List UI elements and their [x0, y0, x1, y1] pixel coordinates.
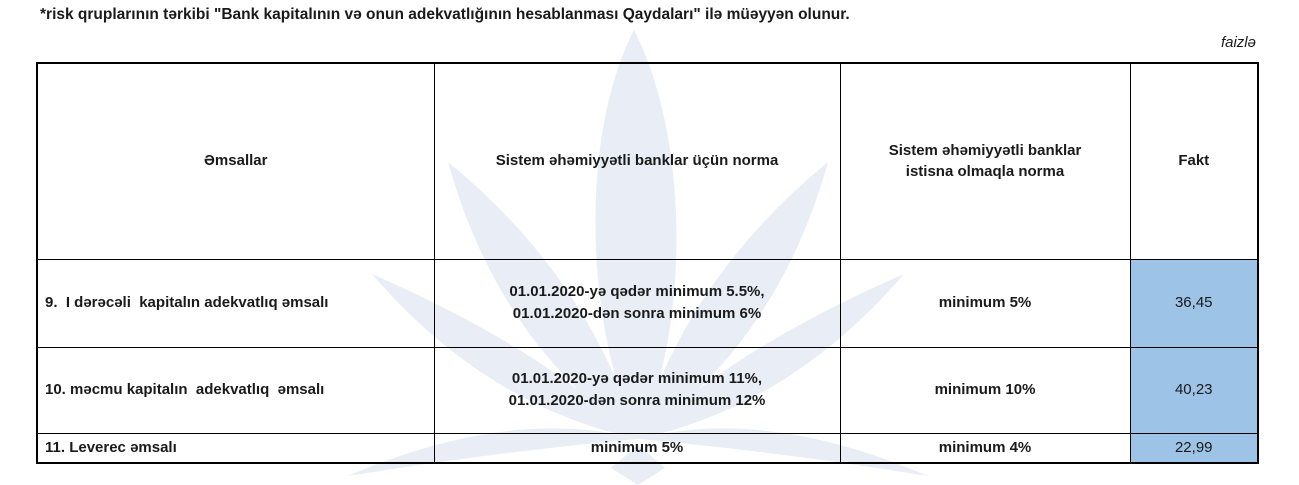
table-row-tier1-capital: 9. I dərəcəli kapitalın adekvatlıq əmsal… — [36, 258, 1259, 348]
non-sib-norm-cell: minimum 5% — [839, 258, 1131, 348]
sib-norm-cell: 01.01.2020-yə qədər minimum 11%, 01.01.2… — [433, 346, 841, 434]
unit-label: faizlə — [1220, 34, 1256, 51]
fact-value-cell: 36,45 — [1129, 258, 1259, 348]
non-sib-norm-cell: minimum 4% — [839, 432, 1131, 464]
sib-norm-cell: minimum 5% — [433, 432, 841, 464]
column-header-coefficients: Əmsallar — [36, 62, 435, 260]
table-row-total-capital: 10. məcmu kapitalın adekvatlıq əmsalı 01… — [36, 346, 1259, 434]
column-header-sib-norm: Sistem əhəmiyyətli banklar üçün norma — [433, 62, 841, 260]
table-row-leverage: 11. Leverec əmsalı minimum 5% minimum 4%… — [36, 432, 1259, 464]
sib-norm-cell: 01.01.2020-yə qədər minimum 5.5%, 01.01.… — [433, 258, 841, 348]
capital-adequacy-table: Əmsallar Sistem əhəmiyyətli banklar üçün… — [36, 62, 1259, 464]
column-header-non-sib-norm: Sistem əhəmiyyətli banklar istisna olmaq… — [839, 62, 1131, 260]
row-label: 10. məcmu kapitalın adekvatlıq əmsalı — [36, 346, 435, 434]
footnote-text: *risk qruplarının tərkibi "Bank kapitalı… — [40, 6, 850, 23]
row-label: 11. Leverec əmsalı — [36, 432, 435, 464]
table-header-row: Əmsallar Sistem əhəmiyyətli banklar üçün… — [36, 62, 1259, 260]
fact-value-cell: 40,23 — [1129, 346, 1259, 434]
row-label: 9. I dərəcəli kapitalın adekvatlıq əmsal… — [36, 258, 435, 348]
fact-value-cell: 22,99 — [1129, 432, 1259, 464]
non-sib-norm-cell: minimum 10% — [839, 346, 1131, 434]
column-header-fact: Fakt — [1129, 62, 1259, 260]
